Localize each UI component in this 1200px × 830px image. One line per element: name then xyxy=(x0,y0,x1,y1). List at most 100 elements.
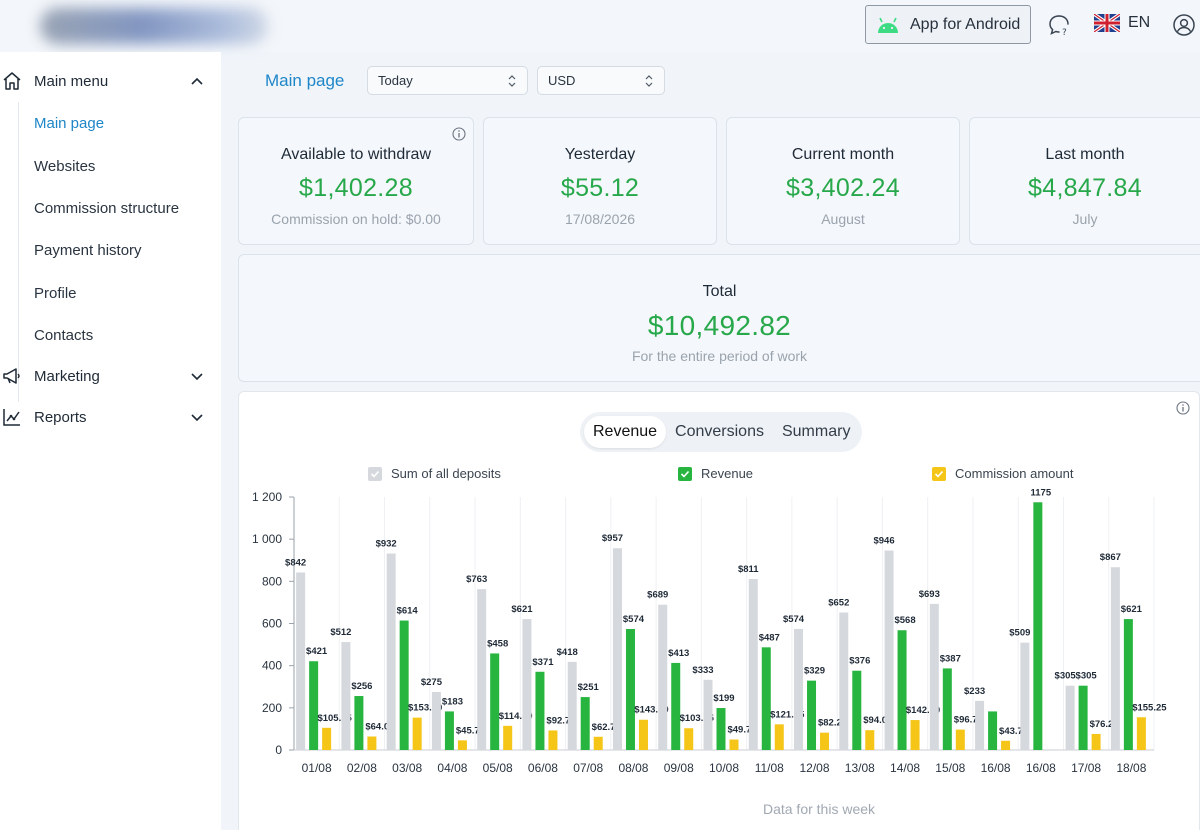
bar-deposits xyxy=(1110,567,1120,750)
x-tick-label: 16/08 xyxy=(981,761,1011,775)
chat-question-icon[interactable]: ? xyxy=(1047,13,1071,37)
data-label: $487 xyxy=(759,632,780,643)
bar-revenue xyxy=(897,630,907,750)
chart-tabs: Revenue Conversions Summary xyxy=(580,412,862,452)
bar-commission xyxy=(322,727,332,750)
bar-revenue xyxy=(761,647,771,750)
card-title: Available to withdraw xyxy=(280,146,431,163)
sidebar-group-marketing[interactable]: Marketing xyxy=(0,361,221,391)
sidebar-group-label: Main menu xyxy=(34,72,109,90)
y-tick-label: 200 xyxy=(262,701,282,715)
bar-revenue xyxy=(1123,619,1133,750)
language-selector[interactable]: EN xyxy=(1094,14,1150,32)
bar-deposits xyxy=(929,603,939,750)
legend-item-deposits[interactable]: Sum of all deposits xyxy=(368,466,501,481)
data-label: $458 xyxy=(487,638,508,649)
bar-commission xyxy=(367,736,377,750)
bar-revenue xyxy=(399,620,409,750)
info-icon[interactable] xyxy=(1176,401,1190,415)
data-label: $371 xyxy=(532,657,554,668)
tab-summary[interactable]: Summary xyxy=(781,423,851,440)
data-label: $811 xyxy=(738,564,759,575)
bar-deposits xyxy=(703,679,713,750)
brand-logo[interactable] xyxy=(40,8,268,44)
data-label: $251 xyxy=(578,682,600,693)
sidebar-item-payment-history[interactable]: Payment history xyxy=(34,242,142,259)
page-title[interactable]: Main page xyxy=(265,71,345,90)
data-label: $103.25 xyxy=(680,713,715,724)
x-tick-label: 08/08 xyxy=(618,761,648,775)
tab-revenue[interactable]: Revenue xyxy=(584,416,667,448)
bar-revenue xyxy=(1033,502,1043,750)
x-tick-label: 10/08 xyxy=(709,761,739,775)
card-title: Total xyxy=(702,283,737,300)
info-icon[interactable] xyxy=(452,127,466,141)
sidebar-item-commission-structure[interactable]: Commission structure xyxy=(34,200,180,217)
y-tick-label: 400 xyxy=(262,659,282,673)
card-value: $4,847.84 xyxy=(1028,174,1142,202)
tab-conversions[interactable]: Conversions xyxy=(675,423,764,440)
period-select[interactable]: Today xyxy=(367,66,528,95)
data-label: $62.75 xyxy=(592,722,622,733)
sidebar-group-main-menu[interactable]: Main menu xyxy=(0,66,221,96)
data-label: $94.00 xyxy=(863,715,892,726)
data-label: $153.50 xyxy=(408,703,442,714)
data-label: $693 xyxy=(919,589,940,600)
data-label: $49.75 xyxy=(727,725,757,736)
sidebar-item-profile[interactable]: Profile xyxy=(34,285,77,302)
data-label: $867 xyxy=(1100,552,1121,563)
android-button-label: App for Android xyxy=(910,15,1021,33)
bar-deposits xyxy=(975,700,985,750)
data-label: $614 xyxy=(397,606,419,617)
bar-revenue xyxy=(625,628,635,750)
currency-select[interactable]: USD xyxy=(537,66,665,95)
data-label: $155.25 xyxy=(1132,702,1167,713)
bar-commission xyxy=(774,724,784,750)
data-label: $387 xyxy=(940,653,961,664)
bar-deposits xyxy=(296,572,306,750)
card-last-month: Last month $4,847.84 July xyxy=(969,117,1200,245)
x-tick-label: 06/08 xyxy=(528,761,558,775)
checkbox-icon xyxy=(678,466,692,481)
user-circle-icon[interactable] xyxy=(1172,13,1196,37)
bar-commission xyxy=(1091,733,1101,750)
bar-revenue xyxy=(671,662,681,750)
legend-label: Sum of all deposits xyxy=(391,466,501,481)
card-yesterday: Yesterday $55.12 17/08/2026 xyxy=(483,117,717,245)
legend-item-commission[interactable]: Commission amount xyxy=(932,466,1074,481)
checkbox-icon xyxy=(932,466,946,481)
y-tick-label: 1 200 xyxy=(252,490,282,504)
x-tick-label: 04/08 xyxy=(437,761,467,775)
sidebar-group-label: Marketing xyxy=(34,367,100,385)
data-label: $142.00 xyxy=(906,705,940,716)
sidebar-item-websites[interactable]: Websites xyxy=(34,158,96,175)
data-label: $333 xyxy=(692,665,713,676)
data-label: $413 xyxy=(668,648,689,659)
card-value: $10,492.82 xyxy=(647,310,792,341)
data-label: $689 xyxy=(647,590,668,601)
bar-commission xyxy=(457,740,467,750)
bar-deposits xyxy=(794,628,804,750)
card-total: Total $10,492.82 For the entire period o… xyxy=(238,254,1200,382)
bar-commission xyxy=(1001,740,1011,750)
bar-commission xyxy=(910,720,920,750)
data-label: $329 xyxy=(804,666,825,677)
bar-revenue xyxy=(444,711,454,750)
data-label: $82.25 xyxy=(818,718,848,729)
bar-deposits xyxy=(386,553,396,750)
data-label: $121.75 xyxy=(770,709,805,720)
android-app-button[interactable]: App for Android xyxy=(865,5,1031,44)
x-tick-label: 17/08 xyxy=(1071,761,1101,775)
data-label: $509 xyxy=(1009,628,1030,639)
bar-revenue xyxy=(490,653,500,750)
sidebar-group-reports[interactable]: Reports xyxy=(0,402,221,432)
bar-revenue xyxy=(988,711,998,750)
legend-item-revenue[interactable]: Revenue xyxy=(678,466,753,481)
bar-deposits xyxy=(1065,685,1075,750)
sidebar-item-main-page[interactable]: Main page xyxy=(34,115,105,132)
card-title: Current month xyxy=(791,146,895,163)
data-label: $512 xyxy=(330,627,351,638)
sidebar-group-label: Reports xyxy=(34,408,87,426)
data-label: $275 xyxy=(421,677,443,688)
sidebar-item-contacts[interactable]: Contacts xyxy=(34,327,94,344)
